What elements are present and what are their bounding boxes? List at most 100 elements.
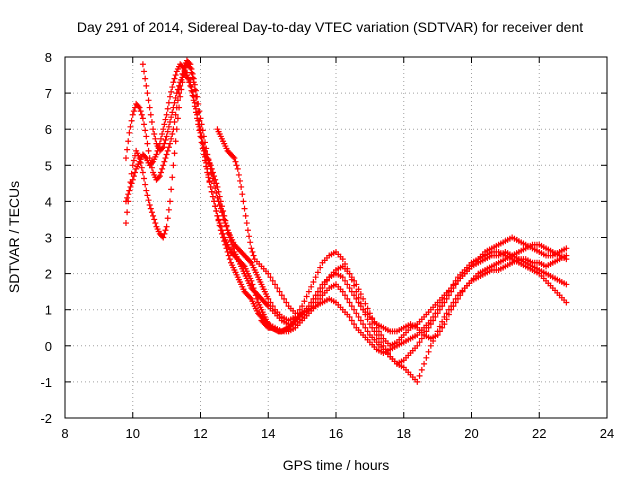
y-tick-label: 5	[45, 158, 52, 173]
data-point	[346, 299, 353, 306]
data-point	[198, 134, 205, 141]
data-point	[436, 328, 443, 335]
data-point	[314, 269, 321, 276]
data-point	[414, 378, 421, 385]
x-tick-label: 22	[532, 426, 546, 441]
data-point	[125, 138, 132, 145]
data-point	[142, 181, 149, 188]
data-point	[264, 301, 271, 308]
data-point	[225, 230, 232, 237]
data-point	[202, 147, 209, 154]
data-point	[132, 169, 139, 176]
data-point	[165, 144, 172, 151]
data-point	[127, 123, 134, 130]
data-point	[125, 198, 132, 205]
data-point	[366, 321, 373, 328]
data-point	[150, 212, 157, 219]
data-point	[563, 256, 570, 263]
data-point	[353, 310, 360, 317]
data-point	[362, 324, 369, 331]
data-point	[129, 162, 136, 169]
data-point	[357, 291, 364, 298]
data-point	[128, 180, 135, 187]
data-point	[439, 324, 446, 331]
data-point	[216, 193, 223, 200]
data-point	[443, 295, 450, 302]
data-point	[208, 188, 215, 195]
data-point	[218, 203, 225, 210]
data-point	[155, 174, 162, 181]
data-point	[172, 111, 179, 118]
y-tick-label: 6	[45, 122, 52, 137]
data-point	[129, 111, 136, 118]
data-point	[217, 198, 224, 205]
data-point	[167, 118, 174, 125]
data-point	[317, 285, 324, 292]
data-point	[312, 292, 319, 299]
data-point	[196, 108, 203, 115]
data-point	[203, 151, 210, 158]
data-point	[233, 162, 240, 169]
data-point	[224, 248, 231, 255]
data-point	[268, 324, 275, 331]
data-point	[126, 187, 133, 194]
x-tick-label: 8	[61, 426, 68, 441]
data-point	[234, 165, 241, 172]
data-point	[283, 299, 290, 306]
data-point	[230, 153, 237, 160]
data-point	[344, 295, 351, 302]
data-point	[346, 285, 353, 292]
data-point	[142, 75, 149, 82]
data-point	[144, 192, 151, 199]
data-point	[246, 233, 253, 240]
data-point	[163, 223, 170, 230]
data-point	[240, 198, 247, 205]
data-point	[144, 140, 151, 147]
data-point	[137, 108, 144, 115]
data-point	[232, 158, 239, 165]
data-point	[276, 288, 283, 295]
data-point	[170, 162, 177, 169]
data-point	[176, 104, 183, 111]
data-point	[220, 208, 227, 215]
x-tick-label: 10	[126, 426, 140, 441]
data-point	[141, 68, 148, 75]
data-point	[169, 84, 176, 91]
data-point	[207, 183, 214, 190]
data-point	[223, 245, 230, 252]
data-point	[161, 158, 168, 165]
data-point	[188, 69, 195, 76]
data-point	[169, 109, 176, 116]
data-point	[174, 86, 181, 93]
data-point	[172, 138, 179, 145]
data-point	[152, 135, 159, 142]
data-point	[346, 270, 353, 277]
data-point	[200, 144, 207, 151]
data-point	[192, 87, 199, 94]
data-point	[147, 159, 154, 166]
data-point	[312, 274, 319, 281]
data-point	[124, 209, 131, 216]
data-point	[162, 227, 169, 234]
data-point	[208, 165, 215, 172]
data-point	[247, 258, 254, 265]
data-point	[355, 299, 362, 306]
data-point	[207, 162, 214, 169]
data-point	[314, 288, 321, 295]
data-point	[239, 191, 246, 198]
data-point	[226, 256, 233, 263]
data-point	[235, 171, 242, 178]
data-point	[218, 230, 225, 237]
data-point	[310, 279, 317, 286]
data-point	[165, 206, 172, 213]
data-point	[162, 137, 169, 144]
data-point	[248, 245, 255, 252]
data-point	[215, 188, 222, 195]
data-point	[163, 151, 170, 158]
data-point	[364, 305, 371, 312]
data-point	[214, 212, 221, 219]
data-point	[434, 310, 441, 317]
data-point	[163, 133, 170, 140]
